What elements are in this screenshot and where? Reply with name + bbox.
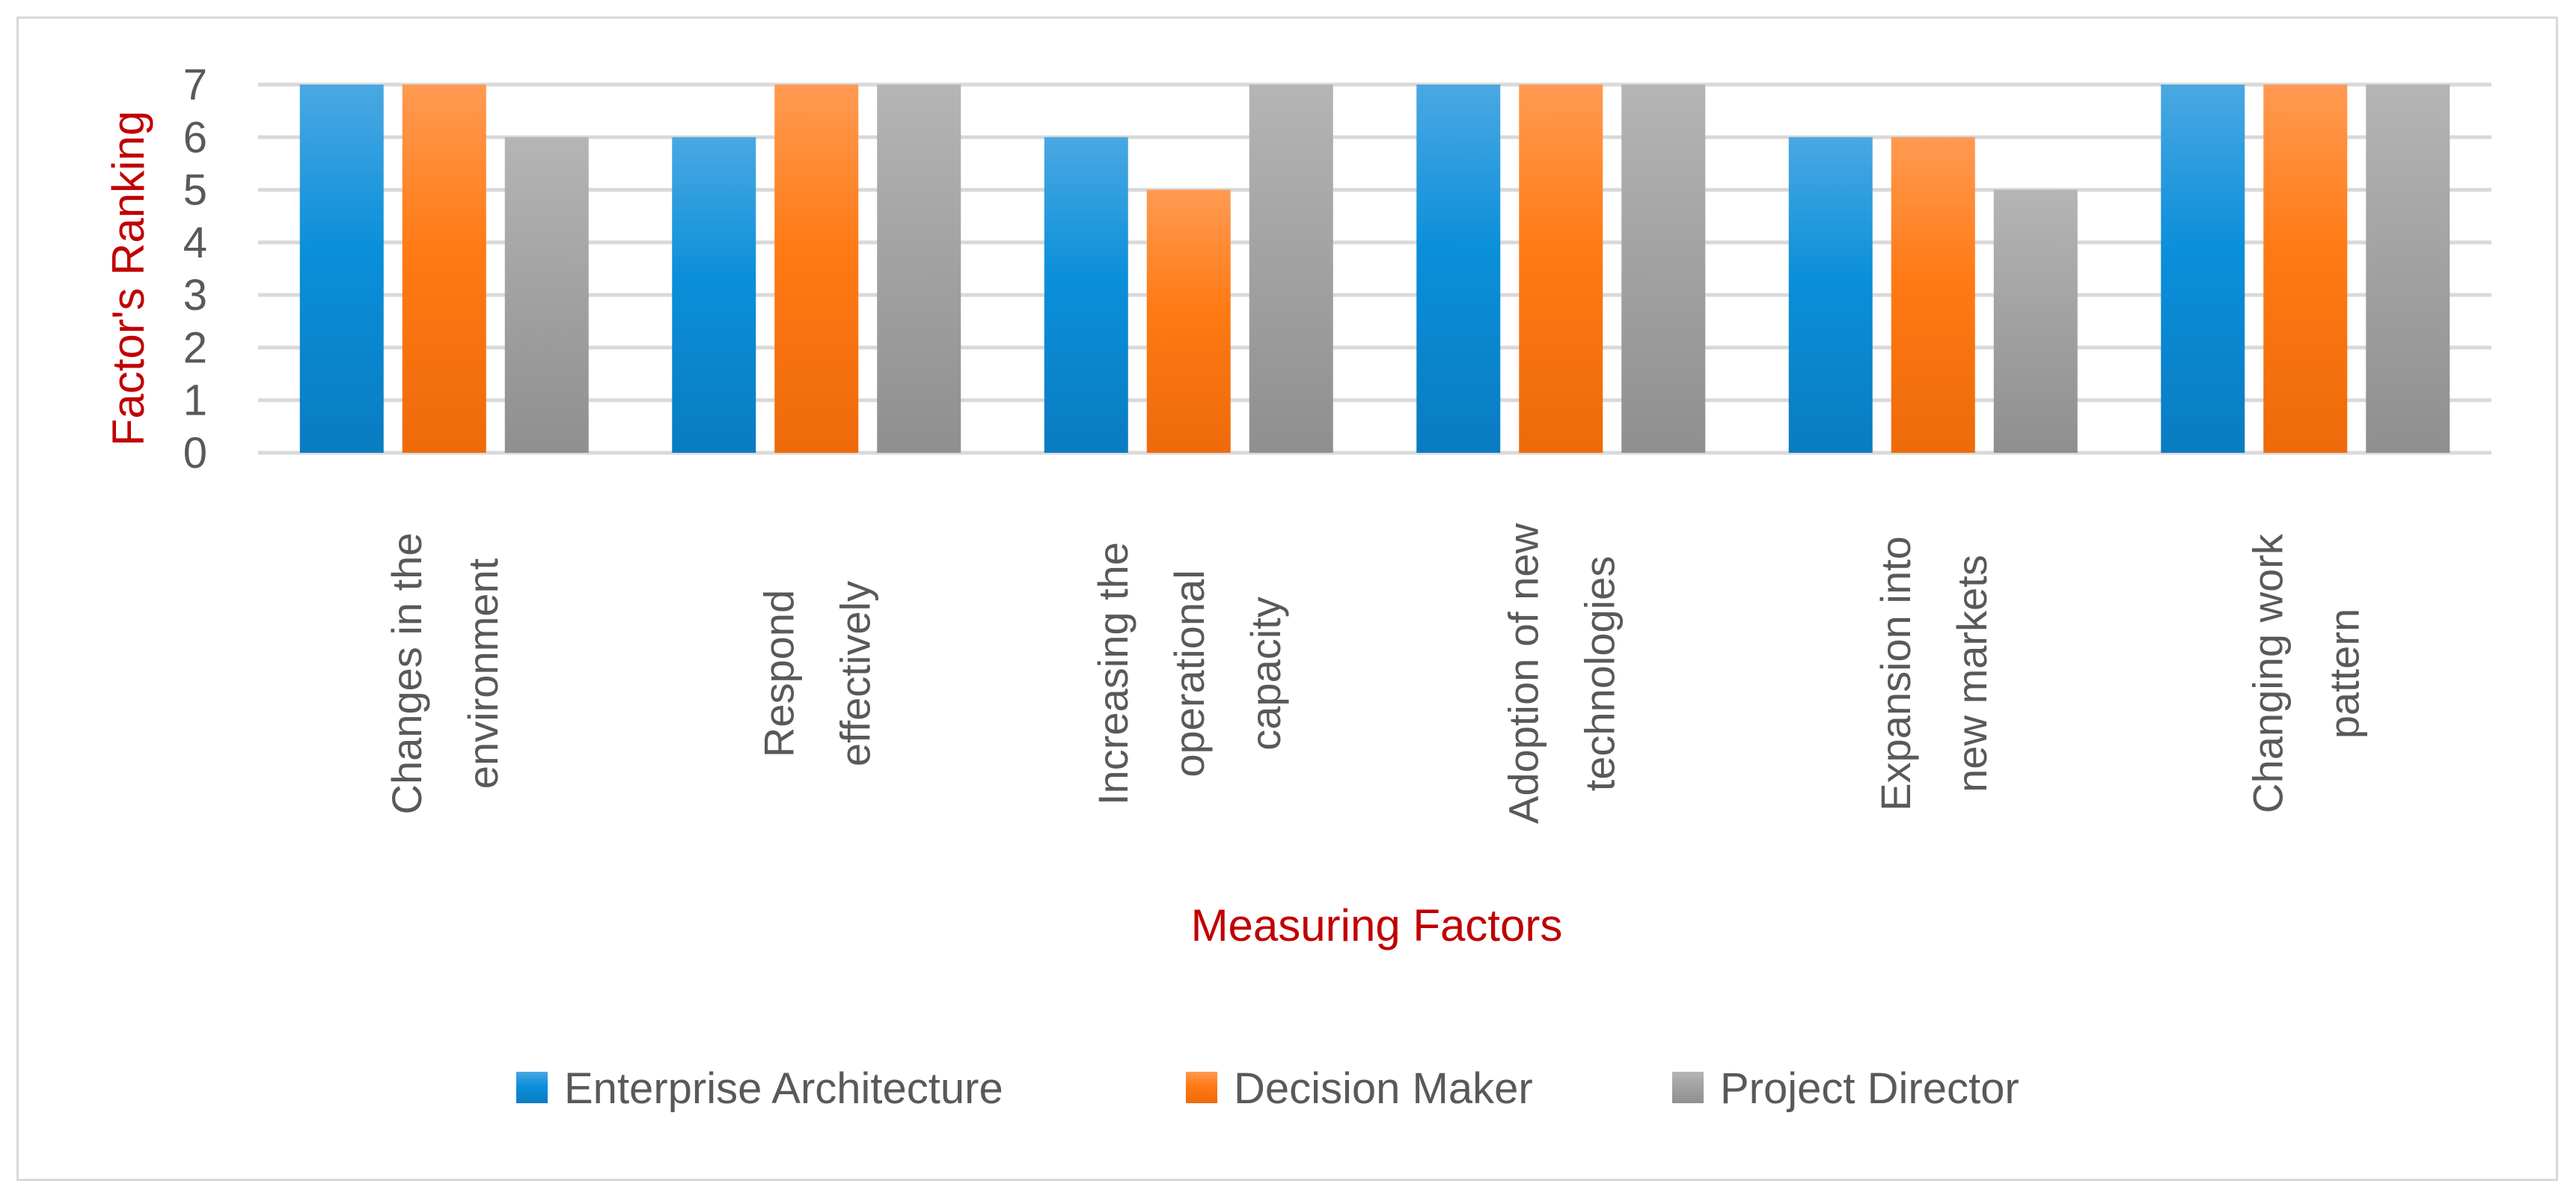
legend-swatch [516,1072,548,1103]
x-category-label-line: Changes in the [383,533,430,815]
x-category-label-line: Expansion into [1872,536,1919,811]
legend-label: Decision Maker [1234,1064,1533,1113]
x-category-label: Changing work pattern [2244,533,2367,814]
bar [1519,85,1603,453]
y-tick-label: 3 [183,271,207,320]
x-axis-title: Measuring Factors [1191,900,1563,951]
x-category-label-line: pattern [2320,608,2367,739]
bar [774,85,859,453]
x-category-label-line: operational [1166,570,1213,777]
x-category-label-line: effectively [831,581,878,766]
legend: Enterprise Architecture Decision Maker Pro… [516,1064,2019,1113]
y-tick-label: 2 [183,323,207,372]
legend-label: Enterprise Architecture [564,1064,1003,1113]
bar [504,137,589,454]
bar [1416,85,1501,453]
x-category-label: Changes in the environment [383,533,507,815]
bar [2366,85,2450,453]
bar [2161,85,2245,453]
legend-label: Project Director [1720,1064,2019,1113]
bar [672,137,756,454]
bar [1891,137,1975,454]
x-category-label: Adoption of new technologies [1499,523,1623,824]
x-category-label-line: Respond [755,590,802,757]
x-category-label-line: new markets [1948,555,1995,792]
bar [402,85,486,453]
bar [1621,85,1706,453]
x-category-label-line: Adoption of new [1499,523,1546,824]
legend-swatch [1672,1072,1704,1103]
bar [877,85,961,453]
y-tick-label: 6 [183,113,207,162]
y-tick-label: 1 [183,376,207,425]
y-axis-title: Factor's Ranking [103,111,153,446]
legend-swatch [1186,1072,1217,1103]
bar [1146,189,1231,454]
y-tick-label: 0 [183,429,207,478]
x-category-label-line: environment [459,558,507,789]
bar [1993,189,2078,454]
bar [2263,85,2348,453]
y-tick-label: 5 [183,166,207,215]
x-category-label: Increasing the operational capacity [1089,542,1289,805]
x-category-label-line: Increasing the [1089,542,1136,805]
y-tick-label: 7 [183,61,207,109]
x-category-label-line: Changing work [2244,533,2291,814]
bar [299,85,384,453]
bar [1249,85,1333,453]
x-category-label: Respond effectively [755,581,878,766]
x-category-label: Expansion into new markets [1872,536,1995,811]
bar [1044,137,1128,454]
y-tick-label: 4 [183,219,207,267]
bar [1788,137,1873,454]
x-category-label-line: technologies [1576,556,1623,791]
x-category-label-line: capacity [1242,597,1289,750]
